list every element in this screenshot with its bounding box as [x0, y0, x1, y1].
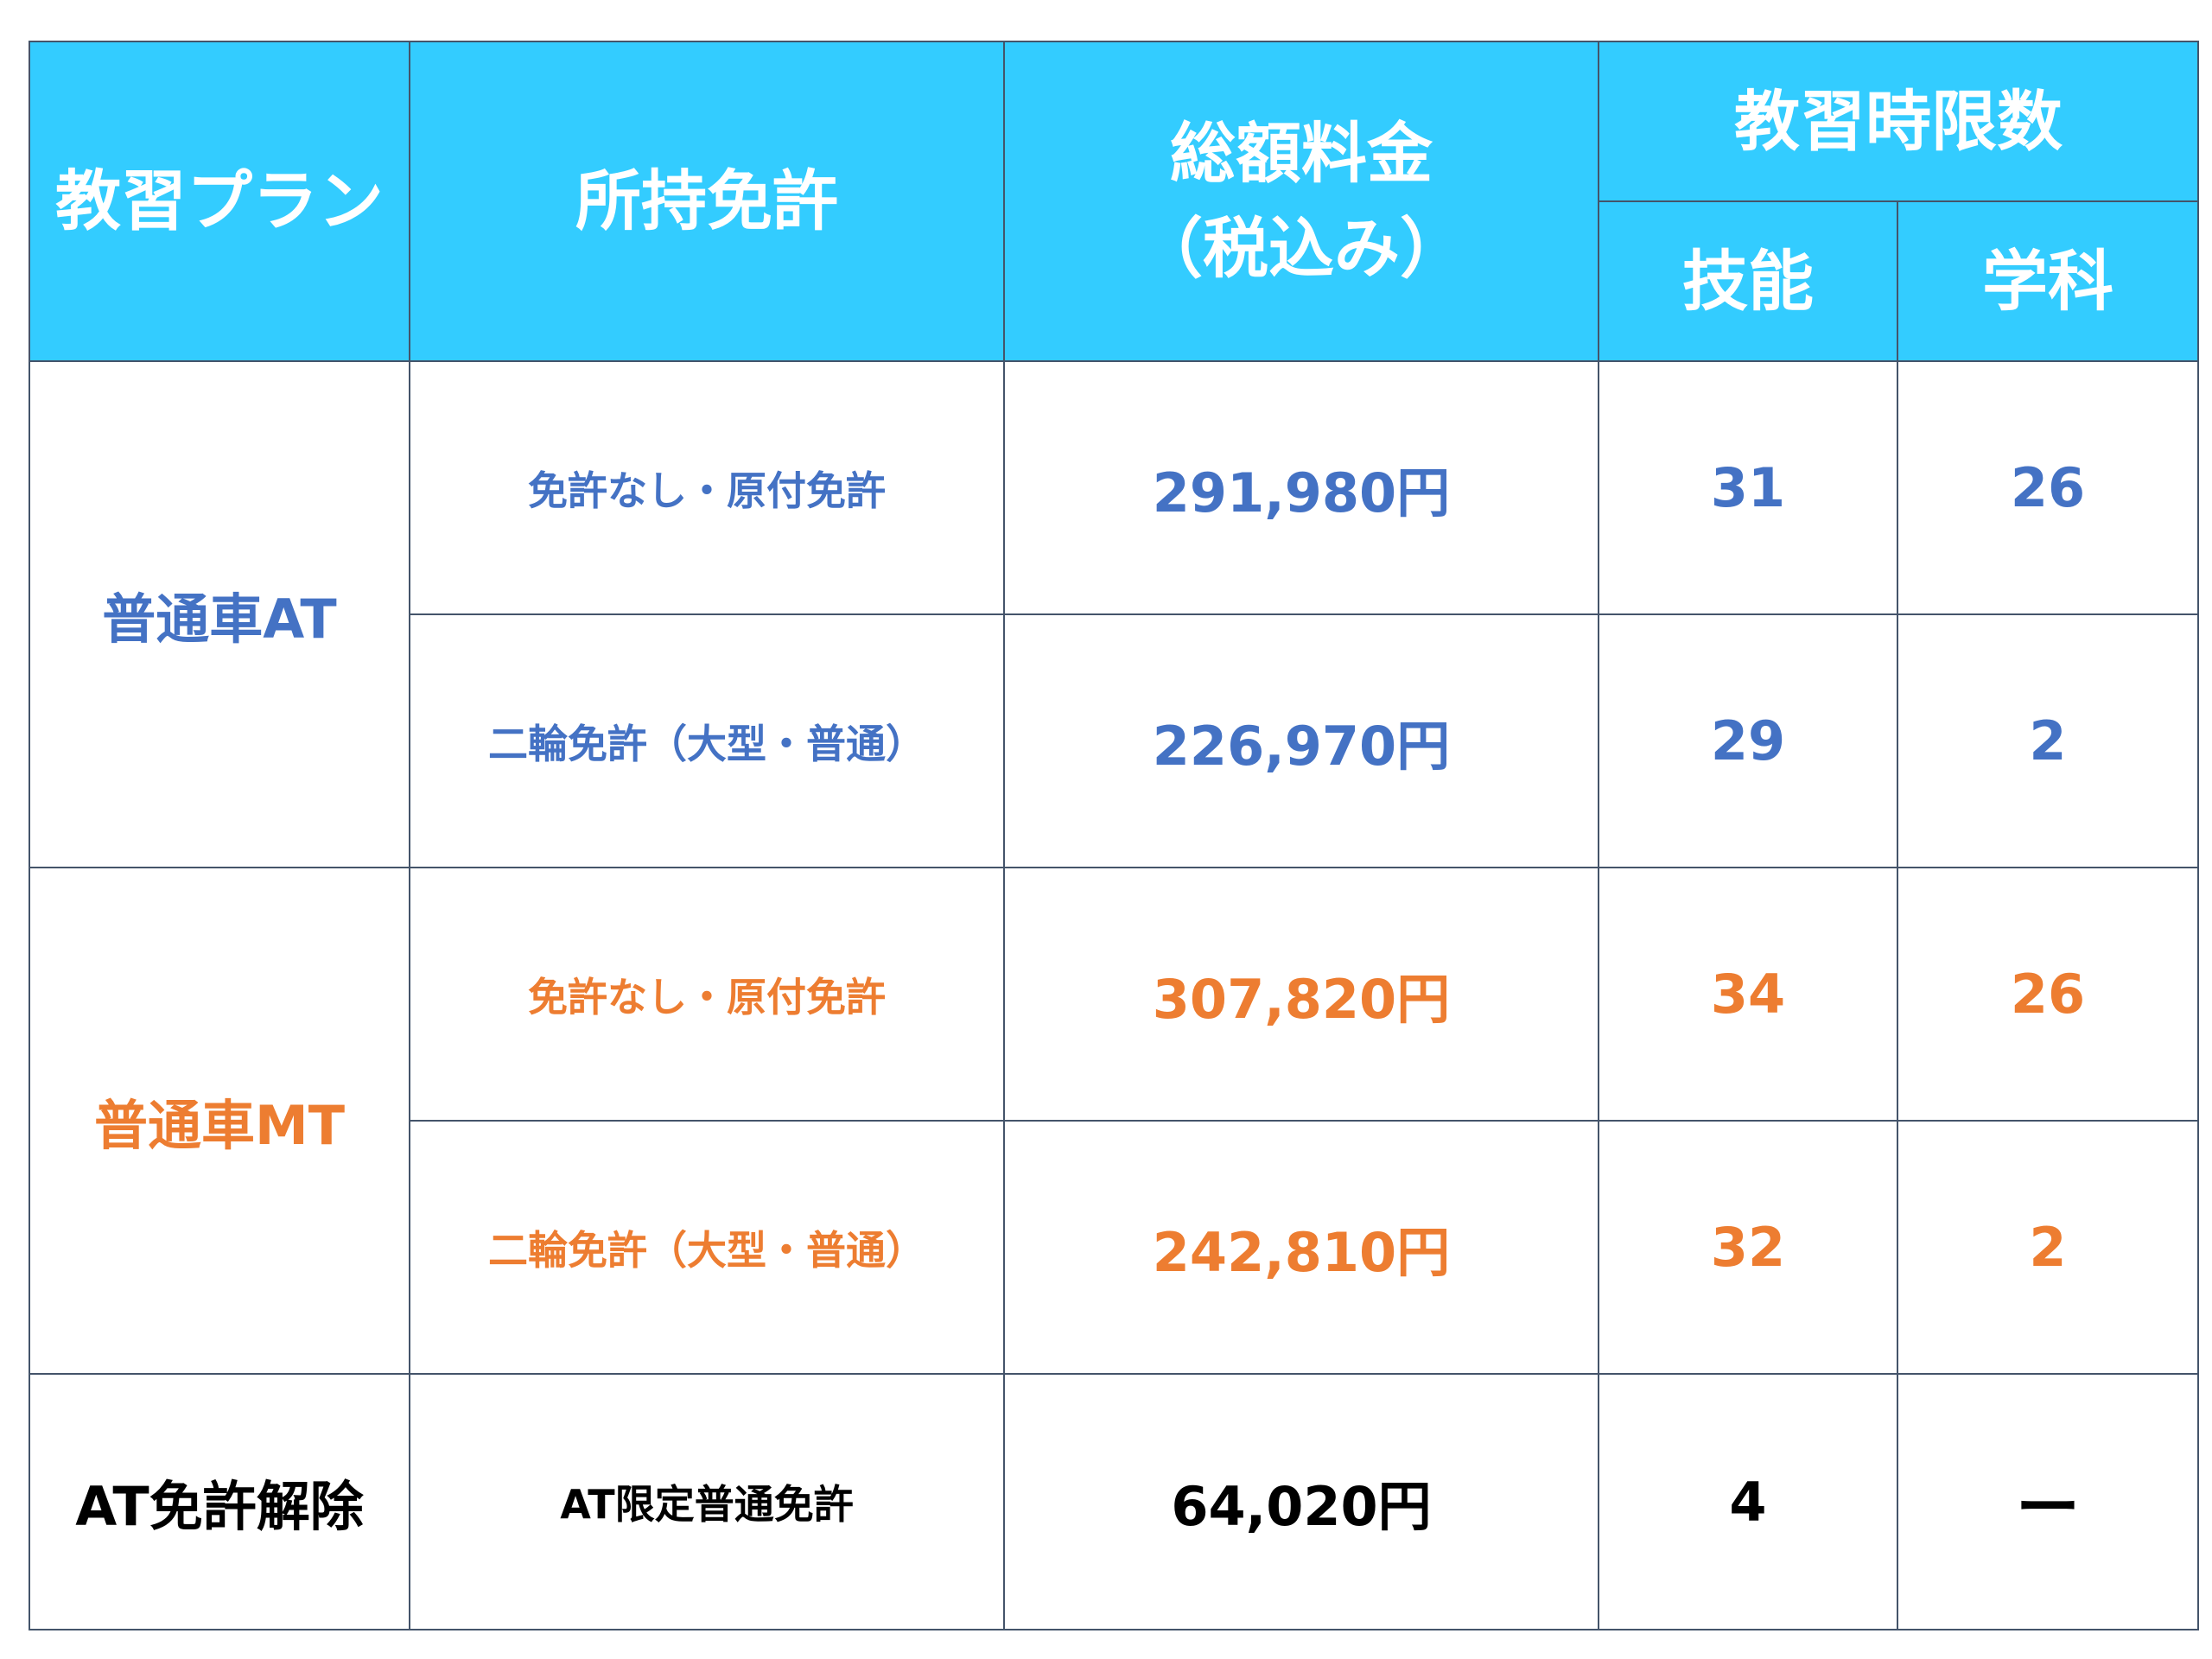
license-cell: 免許なし・原付免許 — [409, 867, 1005, 1122]
academic-hours-cell: 2 — [1897, 1120, 2199, 1375]
table-row: 二輪免許（大型・普通） 242,810円 32 2 — [29, 1120, 2199, 1375]
header-license: 所持免許 — [409, 41, 1005, 362]
header-plan: 教習プラン — [29, 41, 410, 362]
license-cell: 二輪免許（大型・普通） — [409, 1120, 1005, 1375]
practical-hours-cell: 31 — [1598, 360, 1898, 615]
table-row: 普通車MT 免許なし・原付免許 307,820円 34 26 — [29, 867, 2199, 1375]
plan-cell-at-release: AT免許解除 — [29, 1373, 410, 1630]
academic-hours-cell: 26 — [1897, 867, 2199, 1122]
price-cell: 64,020円 — [1003, 1373, 1599, 1630]
header-practical: 技能 — [1598, 200, 1898, 362]
header-price-line1: 総額料金 — [1170, 114, 1433, 192]
plan-price-table: 教習プラン 所持免許 総額料金 （税込み） 教習時限数 技能 学科 普通車AT … — [29, 41, 2199, 1630]
plan-cell-at: 普通車AT — [29, 360, 410, 868]
price-cell: 307,820円 — [1003, 867, 1599, 1122]
practical-hours-cell: 29 — [1598, 613, 1898, 868]
table-row: AT免許解除 AT限定普通免許 64,020円 4 ー — [29, 1373, 2199, 1630]
price-cell: 242,810円 — [1003, 1120, 1599, 1375]
academic-hours-cell: 2 — [1897, 613, 2199, 868]
price-cell: 226,970円 — [1003, 613, 1599, 868]
practical-hours-cell: 4 — [1598, 1373, 1898, 1630]
header-price-line2: （税込み） — [1137, 210, 1465, 287]
table-row: 二輪免許（大型・普通） 226,970円 29 2 — [29, 613, 2199, 868]
academic-hours-cell: 26 — [1897, 360, 2199, 615]
header-hours: 教習時限数 — [1598, 41, 2199, 202]
license-cell: 免許なし・原付免許 — [409, 360, 1005, 615]
plan-cell-mt: 普通車MT — [29, 867, 410, 1375]
header-academic: 学科 — [1897, 200, 2199, 362]
practical-hours-cell: 34 — [1598, 867, 1898, 1122]
practical-hours-cell: 32 — [1598, 1120, 1898, 1375]
header-price: 総額料金 （税込み） — [1003, 41, 1599, 362]
table-row: 普通車AT 免許なし・原付免許 291,980円 31 26 — [29, 360, 2199, 868]
academic-hours-cell: ー — [1897, 1373, 2199, 1630]
license-cell: AT限定普通免許 — [409, 1373, 1005, 1630]
license-cell: 二輪免許（大型・普通） — [409, 613, 1005, 868]
price-cell: 291,980円 — [1003, 360, 1599, 615]
